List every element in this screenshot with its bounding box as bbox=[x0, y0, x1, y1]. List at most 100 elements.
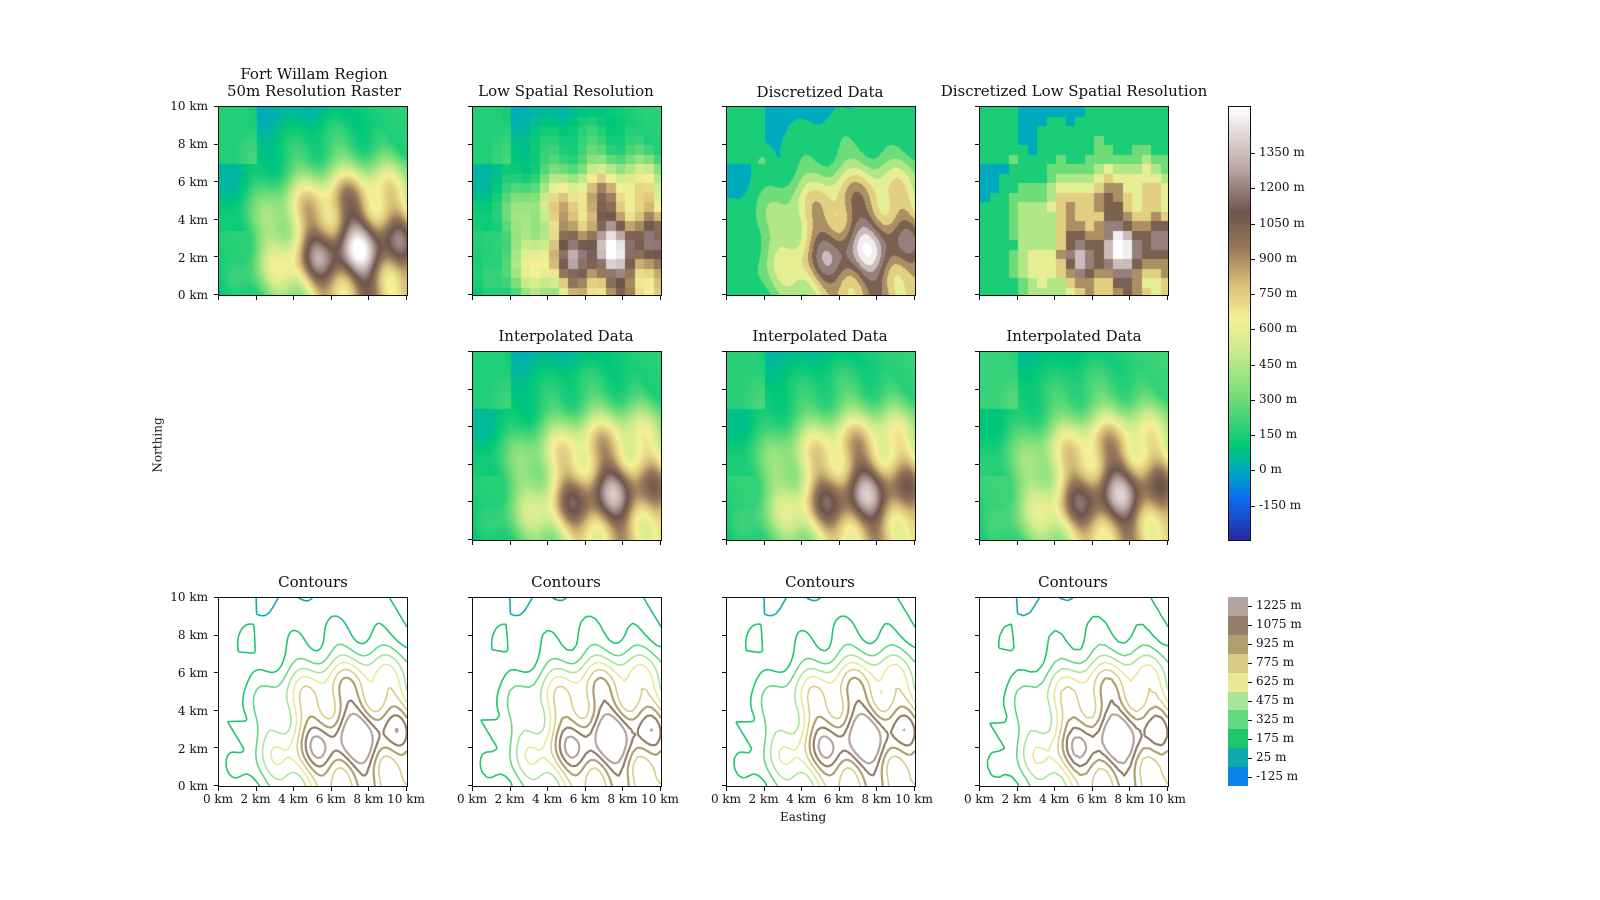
heatmap-canvas bbox=[727, 107, 915, 295]
tick-mark bbox=[975, 597, 979, 598]
tick-mark bbox=[468, 672, 472, 674]
x-tick-label: 4 km bbox=[278, 792, 309, 806]
colorbar-swatch bbox=[1228, 653, 1248, 674]
panel-title-r2c3: Contours bbox=[1038, 573, 1108, 591]
tick-mark bbox=[214, 672, 218, 674]
tick-mark bbox=[979, 787, 980, 791]
contour-line bbox=[296, 668, 407, 786]
tick-mark bbox=[876, 296, 878, 300]
tick-mark bbox=[1016, 296, 1018, 300]
colorbar-tick-label: 325 m bbox=[1256, 711, 1295, 726]
tick-mark bbox=[1129, 296, 1131, 300]
tick-mark bbox=[722, 539, 726, 540]
tick-mark bbox=[293, 296, 295, 300]
x-tick-label: 8 km bbox=[353, 792, 384, 806]
heatmap-canvas bbox=[219, 107, 407, 295]
tick-mark bbox=[468, 256, 472, 258]
heatmap-panel-discretized bbox=[726, 106, 916, 296]
heatmap-canvas bbox=[980, 107, 1168, 295]
y-tick-label: 4 km bbox=[177, 213, 208, 227]
tick-mark bbox=[468, 597, 472, 598]
elevation-colorbar bbox=[1228, 106, 1251, 541]
contour-line bbox=[1071, 713, 1135, 765]
tick-mark bbox=[975, 634, 979, 636]
tick-mark bbox=[622, 296, 624, 300]
colorbar-tick-label: 450 m bbox=[1259, 356, 1298, 371]
x-tick-label: 2 km bbox=[1001, 792, 1032, 806]
colorbar-tick-mark bbox=[1251, 153, 1255, 155]
colorbar-swatch bbox=[1228, 672, 1248, 692]
tick-mark bbox=[975, 351, 979, 352]
colorbar-tick-mark bbox=[1251, 435, 1255, 437]
tick-mark bbox=[1016, 787, 1018, 791]
tick-mark bbox=[509, 541, 511, 545]
tick-mark bbox=[468, 351, 472, 352]
tick-mark bbox=[330, 787, 332, 791]
x-tick-label: 10 km bbox=[641, 792, 679, 806]
colorbar-tick-label: -125 m bbox=[1256, 768, 1299, 783]
tick-mark bbox=[722, 294, 726, 295]
contour-line bbox=[733, 598, 915, 786]
contour-svg bbox=[733, 598, 915, 786]
tick-mark bbox=[468, 463, 472, 465]
colorbar-tick-label: 1050 m bbox=[1259, 215, 1305, 230]
contour-line bbox=[509, 598, 567, 617]
panel-title-r0c2: Discretized Data bbox=[756, 83, 884, 101]
panel-title-r2c1: Contours bbox=[531, 573, 601, 591]
tick-mark bbox=[722, 143, 726, 145]
tick-mark bbox=[218, 296, 219, 300]
colorbar-swatch bbox=[1228, 615, 1248, 636]
tick-mark bbox=[914, 296, 915, 300]
tick-mark bbox=[468, 388, 472, 390]
y-tick-label: 6 km bbox=[177, 175, 208, 189]
contour-line bbox=[300, 676, 407, 786]
tick-mark bbox=[975, 256, 979, 258]
colorbar-tick-label: -150 m bbox=[1259, 497, 1302, 512]
colorbar-swatch bbox=[1228, 634, 1248, 655]
contour-panel-4 bbox=[979, 597, 1169, 787]
y-tick-label: 8 km bbox=[177, 137, 208, 151]
colorbar-tick-mark bbox=[1248, 738, 1252, 740]
tick-mark bbox=[722, 672, 726, 674]
x-tick-label: 0 km bbox=[963, 792, 995, 806]
tick-mark bbox=[914, 787, 915, 791]
colorbar-tick-label: 600 m bbox=[1259, 321, 1298, 336]
colorbar-tick-mark bbox=[1251, 470, 1255, 472]
tick-mark bbox=[763, 787, 765, 791]
contour-line bbox=[554, 676, 661, 786]
tick-mark bbox=[801, 541, 803, 545]
tick-mark bbox=[722, 634, 726, 636]
tick-mark bbox=[975, 218, 979, 220]
panel-title-r1c2: Interpolated Data bbox=[752, 327, 888, 345]
contour-line bbox=[270, 661, 407, 786]
tick-mark bbox=[468, 294, 472, 295]
tick-mark bbox=[1091, 296, 1093, 300]
heatmap-canvas bbox=[980, 352, 1168, 540]
tick-mark bbox=[722, 709, 726, 711]
contour-line bbox=[255, 598, 313, 617]
tick-mark bbox=[509, 787, 511, 791]
colorbar-tick-label: 1075 m bbox=[1256, 617, 1302, 632]
x-tick-label: 0 km bbox=[456, 792, 488, 806]
tick-mark bbox=[468, 501, 472, 503]
colorbar-tick-mark bbox=[1248, 682, 1252, 684]
contour-line bbox=[760, 643, 915, 786]
tick-mark bbox=[214, 294, 218, 295]
contour-svg bbox=[479, 598, 661, 786]
contour-line bbox=[812, 699, 915, 777]
tick-mark bbox=[214, 597, 218, 598]
tick-mark bbox=[406, 787, 407, 791]
tick-mark bbox=[722, 785, 726, 786]
colorbar-tick-mark bbox=[1251, 399, 1255, 401]
tick-mark bbox=[1167, 296, 1168, 300]
contour-line bbox=[252, 643, 407, 786]
tick-mark bbox=[838, 787, 840, 791]
tick-mark bbox=[979, 541, 980, 545]
contour-line bbox=[563, 713, 654, 765]
contour-line bbox=[1015, 598, 1074, 617]
tick-mark bbox=[726, 541, 727, 545]
colorbar-tick-mark bbox=[1248, 700, 1252, 702]
contour-line bbox=[558, 699, 661, 778]
tick-mark bbox=[722, 747, 726, 749]
tick-mark bbox=[1016, 541, 1018, 545]
